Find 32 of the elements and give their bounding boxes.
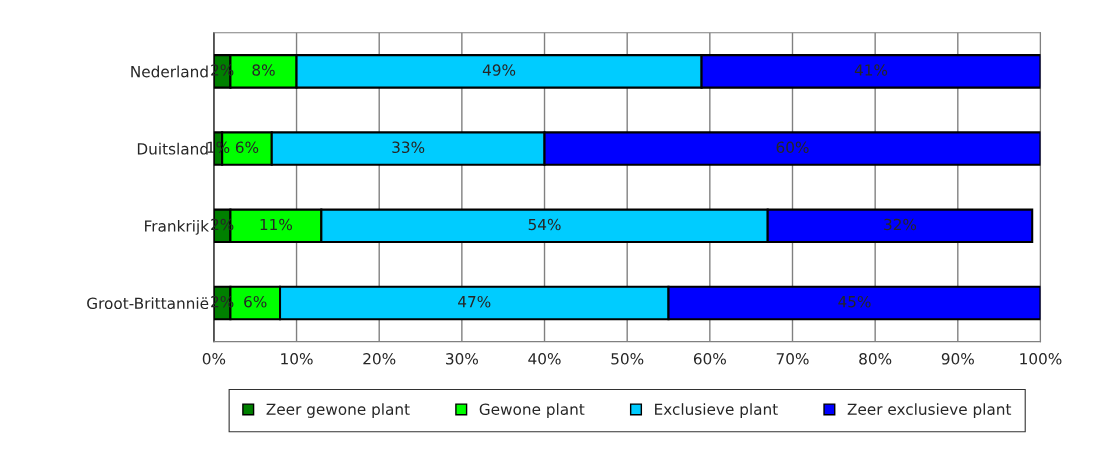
legend-label: Gewone plant <box>479 403 585 418</box>
x-tick-label: 90% <box>941 353 974 365</box>
data-label: 33% <box>392 141 425 154</box>
data-label: 49% <box>482 64 516 76</box>
data-label: 6% <box>235 141 259 154</box>
data-label: 60% <box>776 141 809 154</box>
x-tick-label: 100% <box>1020 353 1062 365</box>
data-label: 41% <box>854 64 888 76</box>
x-tick-label: 10% <box>281 353 313 365</box>
y-tick-label: Frankrijk <box>145 220 209 235</box>
data-label: 45% <box>838 295 871 308</box>
data-label: 11% <box>260 218 293 231</box>
legend-label: Exclusieve plant <box>655 403 778 418</box>
x-tick-label: 60% <box>693 353 726 365</box>
data-label: 8% <box>252 64 275 76</box>
data-label: 1% <box>207 141 230 154</box>
y-tick-label: Nederland <box>131 65 208 78</box>
legend-label: Zeer exclusieve plant <box>847 403 1012 418</box>
data-label: 54% <box>528 218 561 231</box>
data-label: 32% <box>884 218 917 231</box>
data-label: 6% <box>244 295 267 308</box>
x-tick-label: 80% <box>859 353 892 365</box>
x-tick-label: 40% <box>528 353 561 365</box>
x-tick-label: 70% <box>776 353 809 365</box>
y-tick-label: Duitsland <box>137 142 208 155</box>
x-tick-label: 30% <box>446 353 478 365</box>
y-tick-label: Groot-Brittannië <box>87 297 209 310</box>
x-tick-label: 20% <box>363 353 396 365</box>
data-label: 47% <box>458 295 491 308</box>
legend-label: Zeer gewone plant <box>266 403 410 418</box>
x-tick-label: 50% <box>611 353 644 365</box>
x-tick-label: 0% <box>202 353 226 365</box>
